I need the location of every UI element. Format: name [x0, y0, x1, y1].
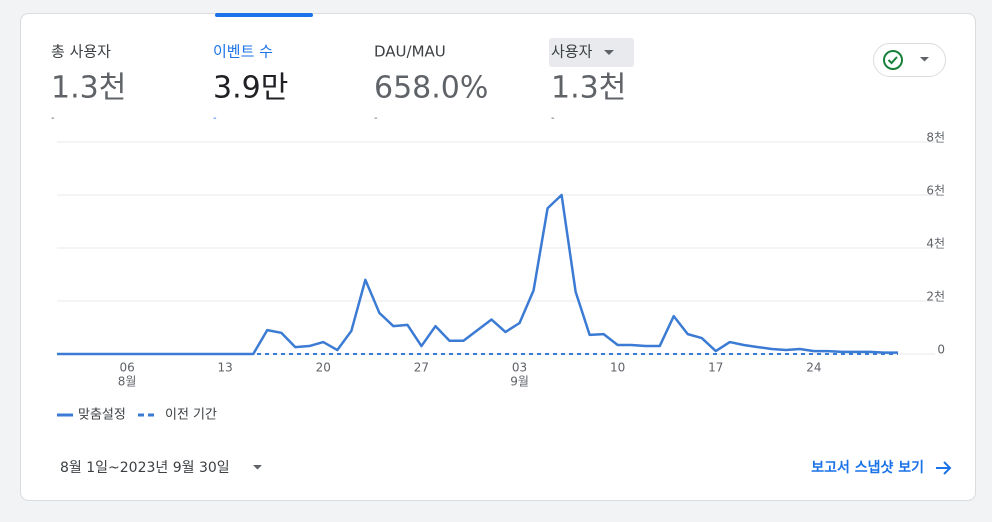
- card-bg: [20, 13, 976, 501]
- y-tick-label: 0: [937, 343, 945, 357]
- x-tick-label: 17: [708, 361, 723, 375]
- metric-value: 1.3천: [51, 71, 126, 106]
- x-tick-sublabel: 8월: [118, 375, 137, 389]
- dropdown-arrow[interactable]: [604, 50, 614, 55]
- x-tick-label: 13: [218, 361, 233, 375]
- metric-label[interactable]: DAU/MAU: [374, 43, 446, 61]
- metric-sub: -: [374, 113, 378, 124]
- x-tick-label: 10: [610, 361, 625, 375]
- x-tick-label: 06: [119, 361, 134, 375]
- y-tick-label: 4천: [926, 236, 945, 251]
- metric-label[interactable]: 사용자: [551, 43, 593, 61]
- snapshot-link[interactable]: 보고서 스냅샷 보기: [811, 460, 924, 476]
- check-mark: [887, 56, 898, 65]
- legend-label: 이전 기간: [165, 408, 217, 423]
- date-arrow[interactable]: [253, 465, 262, 470]
- check-icon: [883, 50, 903, 70]
- x-tick-label: 03: [512, 361, 527, 375]
- metric-sub: -: [213, 113, 217, 124]
- metric-value: 658.0%: [374, 71, 488, 106]
- y-tick-label: 2천: [926, 289, 945, 304]
- x-tick-sublabel: 9월: [510, 375, 529, 389]
- metric-label[interactable]: 총 사용자: [51, 43, 111, 61]
- x-tick-label: 24: [806, 361, 821, 375]
- metric-sub: -: [551, 113, 555, 124]
- metric-label[interactable]: 이벤트 수: [213, 43, 273, 61]
- selected-tab-bar: [215, 13, 313, 17]
- x-tick-label: 20: [316, 361, 331, 375]
- metric-value: 1.3천: [551, 71, 626, 106]
- metric-value: 3.9만: [213, 71, 288, 106]
- series-line: [57, 193, 898, 356]
- y-tick-label: 6천: [926, 183, 945, 198]
- link-arrow[interactable]: [936, 461, 952, 475]
- x-tick-label: 27: [414, 361, 429, 375]
- dropdown-bg[interactable]: [549, 38, 634, 67]
- metric-sub: -: [51, 113, 55, 124]
- legend-label: 맞춤설정: [78, 408, 126, 423]
- date-range[interactable]: 8월 1일~2023년 9월 30일: [60, 460, 230, 476]
- button-arrow: [920, 57, 929, 62]
- y-tick-label: 8천: [926, 130, 945, 145]
